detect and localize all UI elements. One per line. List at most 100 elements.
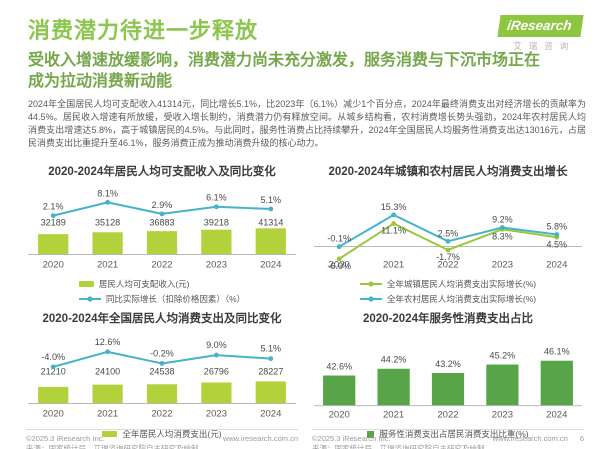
legend-line-swatch-icon (359, 281, 382, 288)
body-paragraph: 2024年全国居民人均可支配收入41314元，同比增长5.1%，比2023年（6… (28, 98, 586, 148)
svg-text:32189: 32189 (41, 217, 66, 227)
report-header: 消费潜力待进一步释放 受收入增速放缓影响，消费潜力尚未充分激发，服务消费与下沉市… (0, 13, 600, 150)
footer-left: ©2025.3 iResearch Inc. www.iresearch.com… (26, 429, 298, 443)
svg-text:5.8%: 5.8% (546, 221, 567, 231)
chart-service-share-canvas: 42.6% 44.2% 43.2% 45.2% 46.1% 2020 2021 2022 202… (312, 327, 584, 426)
svg-text:-0.1%: -0.1% (327, 233, 351, 243)
page-subtitle: 受收入增速放缓影响，消费潜力尚未充分激发，服务消费与下沉市场正在成为拉动消费新动… (28, 52, 541, 90)
website-url-right: www.iresearch.com.cn (492, 434, 568, 443)
svg-text:2020: 2020 (329, 259, 350, 270)
website-url-left: www.iresearch.com.cn (222, 434, 298, 443)
service-share-svg: 42.6% 44.2% 43.2% 45.2% 46.1% 2020 2021 2022 202… (314, 347, 582, 421)
chart-income-title: 2020-2024年居民人均可支配收入及同比变化 (48, 165, 276, 178)
svg-text:-0.2%: -0.2% (150, 349, 174, 359)
svg-text:5.1%: 5.1% (260, 344, 281, 354)
source-note-left: 来源：国家统计局，艾瑞咨询研究院自主研究及绘制。 (26, 444, 206, 449)
svg-text:2021: 2021 (97, 259, 118, 270)
svg-text:2022: 2022 (437, 259, 458, 270)
chart-urban-rural: 2020-2024年城镇和农村居民人均消费支出增长 -6.0% 11.1% -1.7… (312, 158, 584, 306)
page-footer: ©2025.3 iResearch Inc. www.iresearch.com… (26, 429, 584, 443)
svg-text:9.0%: 9.0% (206, 341, 227, 351)
svg-text:-1.7%: -1.7% (436, 252, 460, 262)
legend-bar-swatch-icon (78, 281, 94, 288)
svg-text:24538: 24538 (149, 367, 174, 377)
chart-income-canvas: 32189 35128 36883 39218 41314 2.1% 8.1% 2.9% 6.1… (26, 180, 298, 277)
svg-text:35128: 35128 (95, 217, 120, 227)
legend-item: 全年居民人均消费支出(元) (102, 428, 222, 440)
svg-text:6.1%: 6.1% (206, 193, 227, 203)
legend-item: 全年城镇居民人均消费支出实际增长(%) (359, 278, 537, 290)
svg-text:-6.0%: -6.0% (327, 261, 351, 271)
expenditure-svg: 21210 24100 24538 26796 28227 -4.0% 12.6% -0.2%… (28, 337, 296, 420)
svg-text:2021: 2021 (97, 409, 118, 420)
svg-text:4.5%: 4.5% (546, 239, 567, 249)
svg-text:44.2%: 44.2% (381, 355, 407, 365)
svg-text:12.6%: 12.6% (95, 337, 121, 347)
svg-text:2.5%: 2.5% (438, 228, 459, 238)
svg-text:28227: 28227 (258, 367, 283, 377)
svg-text:2023: 2023 (206, 409, 227, 420)
svg-text:2021: 2021 (383, 410, 404, 421)
svg-text:2023: 2023 (206, 259, 227, 270)
svg-text:2022: 2022 (151, 409, 172, 420)
legend-line-swatch-icon (359, 296, 382, 303)
svg-text:41314: 41314 (258, 217, 283, 227)
iresearch-logo-mark: iResearch (497, 15, 584, 37)
svg-text:24100: 24100 (95, 367, 120, 377)
legend-item: 同比实际增长（扣除价格因素）（%） (78, 293, 246, 305)
charts-grid: 2020-2024年居民人均可支配收入及同比变化 32189 35128 36883… (0, 154, 600, 449)
source-note-right: 来源：国家统计局，艾瑞咨询研究院自主研究及绘制。 (312, 444, 492, 449)
svg-text:2.9%: 2.9% (152, 200, 173, 210)
svg-text:2020: 2020 (43, 409, 64, 420)
chart-service-share-legend: 服务性消费支出占居民消费支出比重(%) (312, 428, 584, 440)
legend-item: 居民人均可支配收入(元) (78, 278, 190, 290)
legend-label: 全年城镇居民人均消费支出实际增长(%) (386, 279, 537, 290)
copyright-left: ©2025.3 iResearch Inc. (26, 434, 105, 443)
svg-text:9.2%: 9.2% (492, 214, 513, 224)
chart-urban-rural-legend: 全年城镇居民人均消费支出实际增长(%) 全年农村居民人均消费支出实际增长(%) (359, 278, 537, 305)
legend-label: 全年农村居民人均消费支出实际增长(%) (386, 294, 537, 305)
copyright-right: ©2025.3 iResearch Inc. (312, 434, 391, 443)
footer-right: ©2025.3 iResearch Inc. www.iresearch.com… (312, 429, 584, 443)
svg-text:8.1%: 8.1% (97, 188, 118, 198)
chart-income-legend: 居民人均可支配收入(元) 同比实际增长（扣除价格因素）（%） (78, 278, 246, 305)
chart-urban-rural-canvas: -6.0% 11.1% -1.7% 8.3% 4.5% -0.1% 15.3% 2.5% 9.2… (312, 180, 584, 277)
svg-text:2020: 2020 (329, 410, 350, 421)
chart-service-share-title: 2020-2024年服务性消费支出占比 (363, 313, 533, 326)
page-title: 消费潜力待进一步释放 (28, 18, 259, 43)
svg-text:45.2%: 45.2% (490, 351, 516, 361)
svg-text:2024: 2024 (260, 409, 282, 420)
chart-expenditure-canvas: 21210 24100 24538 26796 28227 -4.0% 12.6% -0.2%… (26, 327, 298, 426)
iresearch-logo: iResearch 艾瑞咨询 (497, 15, 584, 52)
svg-text:2024: 2024 (260, 259, 282, 270)
legend-bar-swatch-icon (102, 431, 118, 438)
svg-text:15.3%: 15.3% (381, 202, 407, 212)
income-svg: 32189 35128 36883 39218 41314 2.1% 8.1% 2.9% 6.1… (28, 188, 296, 270)
legend-bar-swatch-icon (367, 430, 375, 438)
chart-service-share: 2020-2024年服务性消费支出占比 42.6% 44.2% 43.2% 45.2%… (312, 305, 584, 449)
chart-urban-rural-title: 2020-2024年城镇和农村居民人均消费支出增长 (328, 165, 568, 178)
svg-text:36883: 36883 (149, 217, 174, 227)
svg-text:11.1%: 11.1% (381, 225, 406, 235)
svg-text:2.1%: 2.1% (43, 201, 64, 211)
legend-item: 全年农村居民人均消费支出实际增长(%) (359, 293, 537, 305)
svg-text:2023: 2023 (492, 259, 513, 270)
chart-expenditure-legend: 全年居民人均消费支出(元) (26, 428, 298, 440)
legend-label: 全年居民人均消费支出(元) (122, 429, 222, 440)
legend-label: 居民人均可支配收入(元) (98, 279, 190, 290)
svg-text:5.1%: 5.1% (260, 195, 281, 205)
legend-line-swatch-icon (78, 296, 101, 303)
svg-text:43.2%: 43.2% (435, 359, 461, 369)
chart-expenditure-title: 2020-2024年全国居民人均消费支出及同比变化 (42, 313, 282, 326)
chart-expenditure: 2020-2024年全国居民人均消费支出及同比变化 21210 24100 2453… (26, 305, 298, 449)
svg-text:2024: 2024 (546, 410, 568, 421)
svg-text:2023: 2023 (492, 410, 513, 421)
urban-rural-svg: -6.0% 11.1% -1.7% 8.3% 4.5% -0.1% 15.3% 2.5% 9.2… (314, 202, 582, 271)
legend-label: 同比实际增长（扣除价格因素）（%） (105, 294, 246, 305)
iresearch-logo-chinese: 艾瑞咨询 (513, 41, 576, 51)
legend-item: 服务性消费支出占居民消费支出比重(%) (367, 428, 529, 440)
svg-text:8.3%: 8.3% (492, 231, 513, 241)
iresearch-logo-text: iResearch (506, 18, 574, 33)
chart-income: 2020-2024年居民人均可支配收入及同比变化 32189 35128 36883… (26, 158, 298, 306)
